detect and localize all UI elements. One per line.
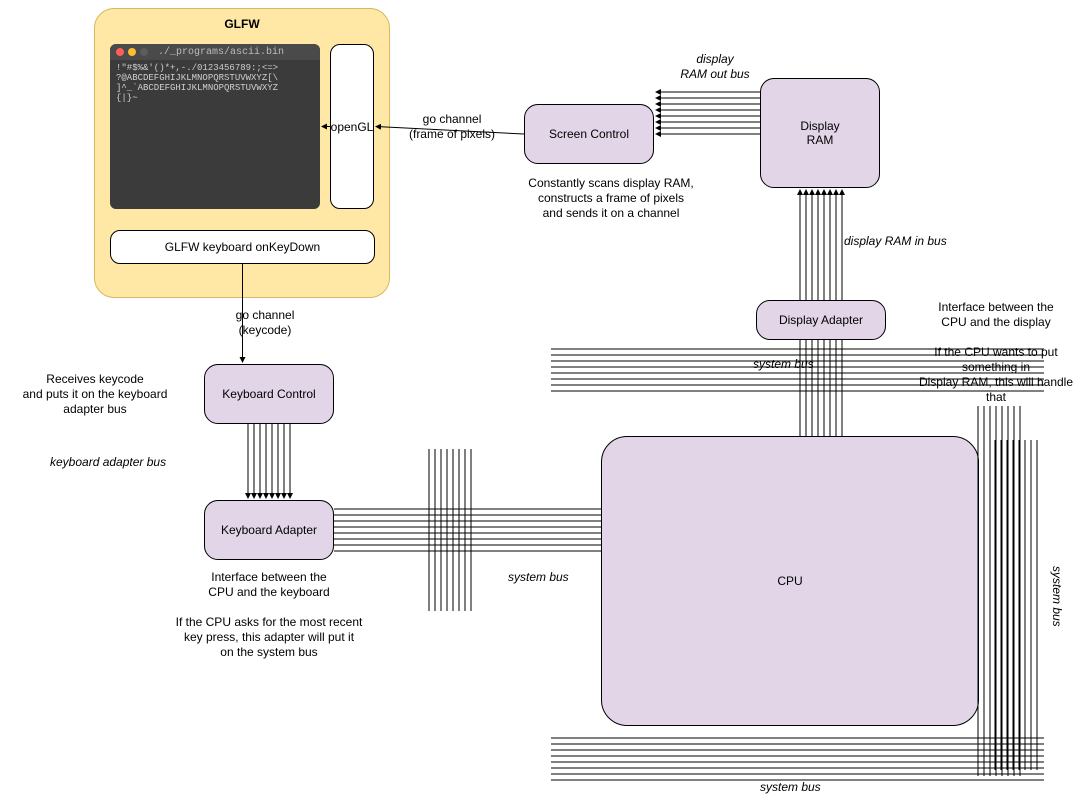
terminal-window: ./_programs/ascii.bin !"#$%&'()*+,-./012… [110,44,320,209]
opengl-label: openGL [331,120,374,134]
display-adapter-node: Display Adapter [756,300,886,340]
annot-keyboard-control: Receives keycode and puts it on the keyb… [10,372,180,417]
terminal-titlebar: ./_programs/ascii.bin [110,44,320,60]
opengl-box: openGL [330,44,374,209]
maximize-icon [140,48,148,56]
annot-display-adapter: Interface between the CPU and the displa… [916,300,1076,405]
glfw-title: GLFW [224,17,259,31]
cpu-label: CPU [777,574,802,588]
keyboard-control-label: Keyboard Control [222,387,315,401]
bus-label-display-ram-out: display RAM out bus [660,52,770,82]
terminal-title: ./_programs/ascii.bin [158,47,284,58]
bus-label-system-3: system bus [760,780,821,795]
cpu-node: CPU [601,436,979,726]
display-ram-label: Display RAM [800,119,839,147]
bus-label-keyboard-adapter: keyboard adapter bus [50,455,166,470]
keyboard-adapter-label: Keyboard Adapter [221,523,317,537]
annot-screen-control: Constantly scans display RAM, constructs… [516,176,706,221]
display-adapter-label: Display Adapter [779,313,863,327]
bus-label-system-4: system bus [1050,566,1064,627]
keyboard-control-node: Keyboard Control [204,364,334,424]
close-icon [116,48,124,56]
keyboard-adapter-node: Keyboard Adapter [204,500,334,560]
diagram-canvas: GLFW ./_programs/ascii.bin !"#$%&'()*+,-… [0,0,1084,801]
annot-keyboard-adapter: Interface between the CPU and the keyboa… [164,570,374,660]
glfw-keyboard-label: GLFW keyboard onKeyDown [165,240,320,254]
bus-label-system-1: system bus [753,357,814,372]
minimize-icon [128,48,136,56]
terminal-body: !"#$%&'()*+,-./0123456789:;<=> ?@ABCDEFG… [110,60,320,108]
display-ram-node: Display RAM [760,78,880,188]
bus-label-display-ram-in: display RAM in bus [844,234,947,249]
bus-label-system-2: system bus [508,570,569,585]
glfw-keyboard-box: GLFW keyboard onKeyDown [110,230,375,264]
edge-label-pixels: go channel (frame of pixels) [392,112,512,142]
screen-control-label: Screen Control [549,127,629,141]
screen-control-node: Screen Control [524,104,654,164]
edge-label-keycode: go channel (keycode) [210,308,320,338]
